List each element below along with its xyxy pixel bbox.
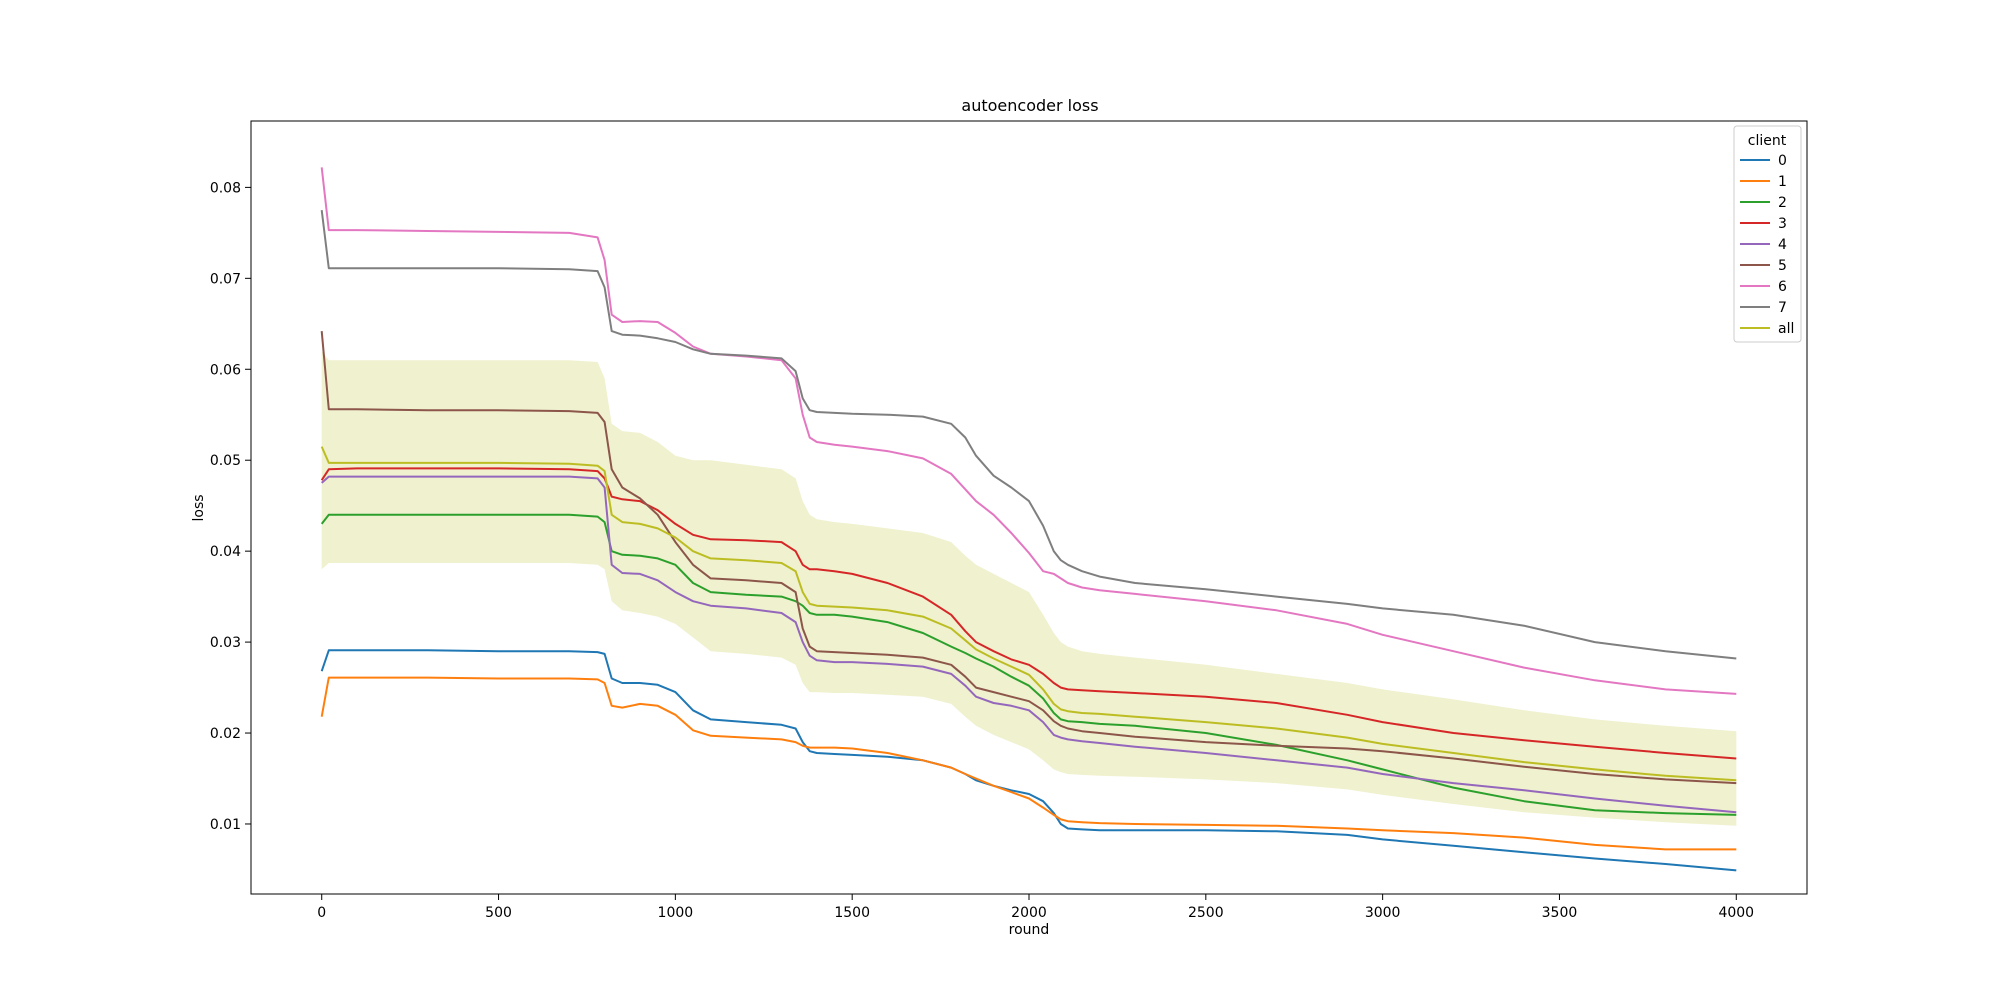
legend[interactable]: client 0 1 2 3 4 5 6 7 all — [1733, 125, 1802, 343]
series-line-0 — [320, 649, 1737, 872]
chart-title: autoencoder loss — [961, 96, 1098, 115]
x-axis-label: round — [1009, 922, 1050, 938]
y-axis: 0.01 0.02 0.03 0.04 0.05 0.06 0.07 0.08 — [210, 180, 251, 833]
y-tick-label: 0.05 — [210, 453, 241, 469]
legend-label-0: 0 — [1778, 153, 1787, 169]
series-line-5 — [320, 331, 1737, 785]
y-tick-label: 0.01 — [210, 817, 241, 833]
legend-label-4: 4 — [1778, 237, 1787, 253]
x-tick-label: 2000 — [1011, 905, 1047, 921]
legend-label-all: all — [1778, 321, 1794, 337]
series-line-4 — [321, 475, 1737, 814]
series-line-7 — [320, 209, 1737, 660]
y-tick-label: 0.07 — [210, 271, 241, 287]
x-axis: 0 500 1000 1500 2000 2500 3000 3500 4000 — [317, 894, 1754, 921]
y-tick-label: 0.06 — [210, 362, 241, 378]
x-tick-label: 500 — [485, 905, 512, 921]
x-tick-label: 4000 — [1718, 905, 1754, 921]
x-tick-label: 3500 — [1542, 905, 1578, 921]
y-tick-label: 0.08 — [210, 180, 241, 196]
x-tick-label: 1500 — [834, 905, 870, 921]
y-tick-label: 0.02 — [210, 726, 241, 742]
series-line-3 — [320, 467, 1737, 760]
band-layer — [321, 351, 1737, 826]
legend-label-1: 1 — [1778, 174, 1787, 190]
series-layer — [320, 167, 1737, 872]
x-tick-label: 2500 — [1188, 905, 1224, 921]
x-tick-label: 0 — [317, 905, 326, 921]
series-line-1 — [320, 676, 1737, 851]
legend-label-3: 3 — [1778, 216, 1787, 232]
x-tick-label: 1000 — [658, 905, 694, 921]
legend-label-6: 6 — [1778, 279, 1787, 295]
y-tick-label: 0.03 — [210, 635, 241, 651]
legend-label-7: 7 — [1778, 300, 1787, 316]
legend-label-5: 5 — [1778, 258, 1787, 274]
series-line-all — [320, 446, 1737, 782]
legend-box — [1733, 125, 1802, 343]
series-line-6 — [320, 167, 1737, 695]
spread-band — [321, 351, 1737, 826]
legend-label-2: 2 — [1778, 195, 1787, 211]
y-tick-label: 0.04 — [210, 544, 241, 560]
legend-title: client — [1748, 133, 1787, 149]
x-tick-label: 3000 — [1365, 905, 1401, 921]
y-axis-label: loss — [191, 494, 207, 521]
